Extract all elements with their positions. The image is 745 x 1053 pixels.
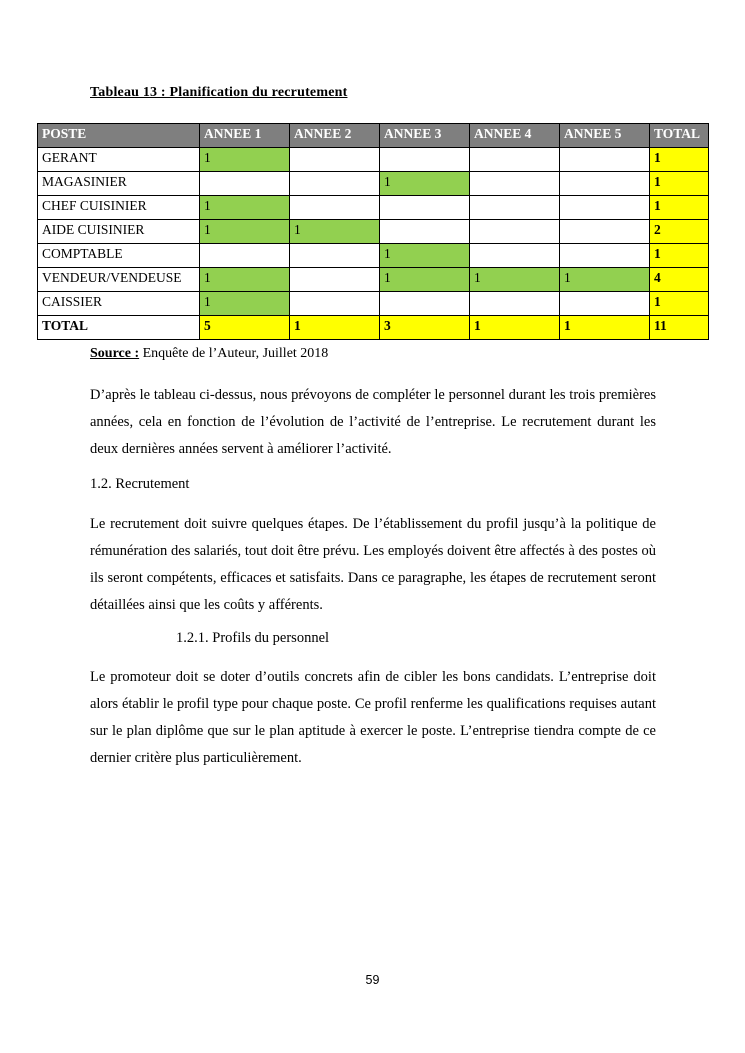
table-row-caissier: CAISSIER 1 1	[37, 291, 709, 316]
column-header-annee-3: ANNEE 3	[379, 123, 470, 148]
total-row-annee-3: 3	[379, 315, 470, 340]
page-number: 59	[365, 973, 380, 987]
table-row-magasinier: MAGASINIER 1 1	[37, 171, 709, 196]
year-cell-gerant-annee-2	[289, 147, 380, 172]
year-cell-gerant-annee-3	[379, 147, 470, 172]
total-cell-caissier: 1	[649, 291, 709, 316]
poste-cell-comptable: COMPTABLE	[37, 243, 200, 268]
table-row-vendeur-vendeuse: VENDEUR/VENDEUSE 1 1 1 1 4	[37, 267, 709, 292]
table-row-aide-cuisinier: AIDE CUISINIER 1 1 2	[37, 219, 709, 244]
year-cell-vendeur-vendeuse-annee-5: 1	[559, 267, 650, 292]
year-cell-comptable-annee-3: 1	[379, 243, 470, 268]
year-cell-chef-cuisinier-annee-3	[379, 195, 470, 220]
paragraph-recrutement: Le recrutement doit suivre quelques étap…	[90, 516, 656, 613]
grand-total-cell: 11	[649, 315, 709, 340]
column-header-annee-4: ANNEE 4	[469, 123, 560, 148]
year-cell-aide-cuisinier-annee-1: 1	[199, 219, 290, 244]
year-cell-magasinier-annee-3: 1	[379, 171, 470, 196]
poste-cell-chef-cuisinier: CHEF CUISINIER	[37, 195, 200, 220]
source-label: Source :	[90, 346, 140, 361]
year-cell-comptable-annee-5	[559, 243, 650, 268]
year-cell-vendeur-vendeuse-annee-4: 1	[469, 267, 560, 292]
year-cell-magasinier-annee-5	[559, 171, 650, 196]
year-cell-gerant-annee-5	[559, 147, 650, 172]
year-cell-aide-cuisinier-annee-3	[379, 219, 470, 244]
year-cell-magasinier-annee-2	[289, 171, 380, 196]
year-cell-chef-cuisinier-annee-5	[559, 195, 650, 220]
poste-cell-magasinier: MAGASINIER	[37, 171, 200, 196]
table-source: Source : Enquête de l’Auteur, Juillet 20…	[90, 346, 745, 362]
year-cell-comptable-annee-1	[199, 243, 290, 268]
paragraph-profils: Le promoteur doit se doter d’outils conc…	[90, 669, 656, 766]
table-row-chef-cuisinier: CHEF CUISINIER 1 1	[37, 195, 709, 220]
column-header-annee-2: ANNEE 2	[289, 123, 380, 148]
table-row-total: TOTAL 5 1 3 1 1 11	[37, 315, 709, 340]
year-cell-chef-cuisinier-annee-4	[469, 195, 560, 220]
year-cell-comptable-annee-4	[469, 243, 560, 268]
year-cell-chef-cuisinier-annee-2	[289, 195, 380, 220]
recruitment-planning-table: POSTE ANNEE 1 ANNEE 2 ANNEE 3 ANNEE 4 ANNEE 5…	[37, 123, 709, 340]
total-row-annee-4: 1	[469, 315, 560, 340]
column-header-annee-5: ANNEE 5	[559, 123, 650, 148]
table-caption: Tableau 13 : Planification du recrutemen…	[90, 85, 348, 100]
total-cell-aide-cuisinier: 2	[649, 219, 709, 244]
year-cell-magasinier-annee-1	[199, 171, 290, 196]
paragraph-table-commentary: D’après le tableau ci-dessus, nous prévo…	[90, 387, 656, 457]
total-cell-comptable: 1	[649, 243, 709, 268]
year-cell-aide-cuisinier-annee-4	[469, 219, 560, 244]
total-cell-vendeur-vendeuse: 4	[649, 267, 709, 292]
total-cell-magasinier: 1	[649, 171, 709, 196]
total-cell-chef-cuisinier: 1	[649, 195, 709, 220]
year-cell-caissier-annee-5	[559, 291, 650, 316]
poste-cell-gerant: GERANT	[37, 147, 200, 172]
total-row-annee-2: 1	[289, 315, 380, 340]
year-cell-caissier-annee-3	[379, 291, 470, 316]
year-cell-aide-cuisinier-annee-2: 1	[289, 219, 380, 244]
year-cell-caissier-annee-2	[289, 291, 380, 316]
year-cell-vendeur-vendeuse-annee-2	[289, 267, 380, 292]
year-cell-caissier-annee-1: 1	[199, 291, 290, 316]
column-header-annee-1: ANNEE 1	[199, 123, 290, 148]
total-row-label: TOTAL	[37, 315, 200, 340]
section-heading-1-2-1: 1.2.1. Profils du personnel	[176, 630, 330, 646]
year-cell-caissier-annee-4	[469, 291, 560, 316]
poste-cell-caissier: CAISSIER	[37, 291, 200, 316]
total-row-annee-5: 1	[559, 315, 650, 340]
year-cell-gerant-annee-1: 1	[199, 147, 290, 172]
total-row-annee-1: 5	[199, 315, 290, 340]
poste-cell-aide-cuisinier: AIDE CUISINIER	[37, 219, 200, 244]
poste-cell-vendeur-vendeuse: VENDEUR/VENDEUSE	[37, 267, 200, 292]
table-row-comptable: COMPTABLE 1 1	[37, 243, 709, 268]
year-cell-gerant-annee-4	[469, 147, 560, 172]
year-cell-magasinier-annee-4	[469, 171, 560, 196]
column-header-total: TOTAL	[649, 123, 709, 148]
source-text: Enquête de l’Auteur, Juillet 2018	[139, 346, 329, 361]
table-header-row: POSTE ANNEE 1 ANNEE 2 ANNEE 3 ANNEE 4 ANNEE 5…	[37, 123, 709, 148]
year-cell-aide-cuisinier-annee-5	[559, 219, 650, 244]
year-cell-comptable-annee-2	[289, 243, 380, 268]
table-row-gerant: GERANT 1 1	[37, 147, 709, 172]
year-cell-vendeur-vendeuse-annee-1: 1	[199, 267, 290, 292]
section-heading-1-2: 1.2. Recrutement	[90, 476, 190, 492]
total-cell-gerant: 1	[649, 147, 709, 172]
column-header-poste: POSTE	[37, 123, 200, 148]
year-cell-chef-cuisinier-annee-1: 1	[199, 195, 290, 220]
year-cell-vendeur-vendeuse-annee-3: 1	[379, 267, 470, 292]
